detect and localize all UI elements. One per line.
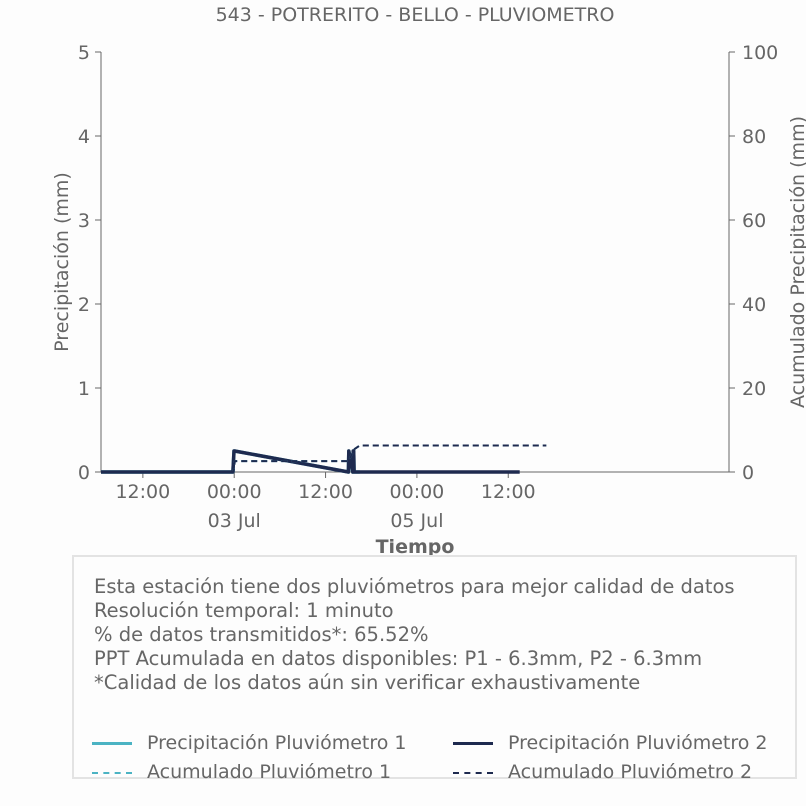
y2-tick-label: 0 [742, 462, 754, 484]
y-tick-label: 5 [78, 42, 90, 64]
y-tick-label: 0 [78, 462, 90, 484]
legend-swatch [92, 742, 132, 745]
series-line-4 [101, 444, 547, 473]
legend-label: Precipitación Pluviómetro 1 [147, 732, 407, 754]
x-tick-label: 12:00 [115, 481, 170, 503]
legend-label: Acumulado Pluviómetro 1 [147, 761, 392, 783]
x-tick-label: 00:00 [390, 481, 445, 503]
legend-swatch [92, 772, 132, 774]
x-tick-label: 12:00 [481, 481, 536, 503]
y-axis-label: Precipitación (mm) [51, 172, 73, 352]
info-line: % de datos transmitidos*: 65.52% [94, 623, 429, 646]
y2-tick-label: 80 [742, 126, 766, 148]
info-panel: Esta estación tiene dos pluviómetros par… [72, 555, 797, 783]
y2-tick-label: 20 [742, 378, 766, 400]
chart-title: 543 - POTRERITO - BELLO - PLUVIOMETRO [216, 4, 615, 26]
series-line-1 [101, 449, 360, 474]
x-axis-label: Tiempo [376, 536, 455, 558]
info-line: *Calidad de los datos aún sin verificar … [94, 671, 641, 694]
y2-tick-label: 100 [742, 42, 778, 64]
x-tick-label: 00:00 [207, 481, 262, 503]
legend-label: Precipitación Pluviómetro 2 [508, 732, 768, 754]
y2-axis-label: Acumulado Precipitación (mm) [787, 116, 806, 408]
info-line: Esta estación tiene dos pluviómetros par… [94, 575, 735, 598]
info-text: Esta estación tiene dos pluviómetros par… [94, 575, 735, 695]
y-tick-label: 1 [78, 378, 90, 400]
legend-swatch [453, 742, 493, 745]
y-tick-label: 2 [78, 294, 90, 316]
y-tick-label: 4 [78, 126, 90, 148]
x-tick-date-label: 03 Jul [208, 510, 261, 532]
info-line: Resolución temporal: 1 minuto [94, 599, 394, 622]
info-line: PPT Acumulada en datos disponibles: P1 -… [94, 647, 703, 670]
series-line-2 [101, 449, 520, 474]
x-tick-label: 12:00 [298, 481, 353, 503]
x-tick-date-label: 05 Jul [390, 510, 443, 532]
y2-tick-label: 60 [742, 210, 766, 232]
legend-label: Acumulado Pluviómetro 2 [508, 761, 753, 783]
y-tick-label: 3 [78, 210, 90, 232]
rainfall-chart: 543 - POTRERITO - BELLO - PLUVIOMETRO Pr… [51, 4, 806, 558]
y2-tick-label: 40 [742, 294, 766, 316]
legend-swatch [453, 772, 493, 774]
